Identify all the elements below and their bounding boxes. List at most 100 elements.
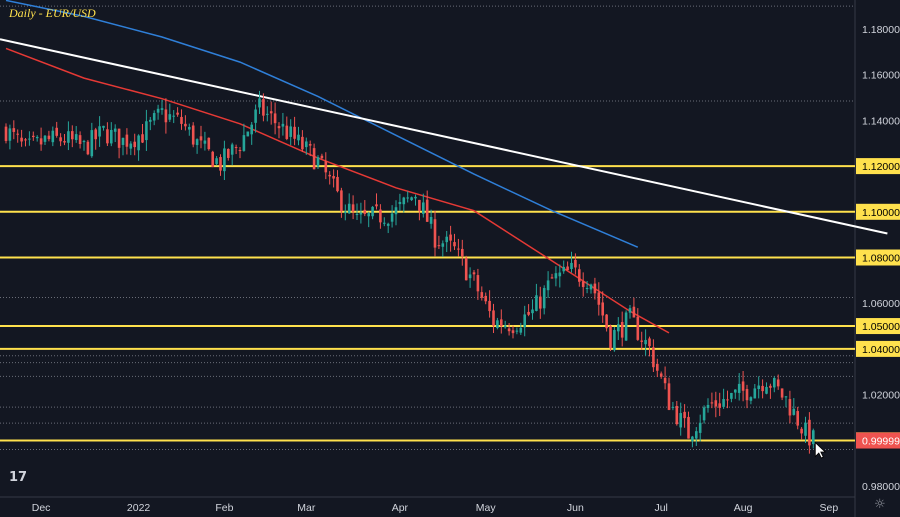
candle: [98, 116, 101, 147]
price-level-badge: [856, 203, 900, 220]
candle: [347, 193, 351, 214]
candle: [121, 137, 125, 156]
tradingview-logo-icon[interactable]: 17: [9, 470, 28, 485]
candle-body: [215, 158, 218, 164]
candle-body: [180, 116, 183, 124]
candle-body: [527, 311, 530, 315]
time-axis-label: Aug: [734, 502, 753, 514]
candle: [628, 304, 632, 319]
candle: [219, 154, 222, 176]
candle-body: [398, 201, 402, 205]
candle: [172, 110, 175, 124]
candle-body: [784, 396, 788, 398]
candle-body: [449, 234, 452, 241]
candle-body: [24, 139, 27, 141]
candle-body: [269, 111, 273, 114]
candle: [597, 282, 601, 316]
candle: [414, 194, 417, 206]
candle-body: [293, 126, 296, 139]
candle-body: [8, 128, 12, 141]
candle-body: [106, 129, 109, 144]
candle: [94, 127, 97, 150]
candle: [32, 131, 35, 141]
candle: [386, 222, 390, 234]
candle: [398, 193, 402, 211]
candle: [531, 299, 534, 320]
candle-body: [472, 272, 476, 275]
candle-body: [199, 136, 203, 141]
candle: [406, 191, 409, 203]
candle-body: [496, 320, 499, 328]
candle: [110, 122, 113, 147]
price-axis-label: 1.16000: [862, 70, 900, 82]
candle-body: [305, 141, 308, 148]
candle-body: [644, 339, 647, 345]
candle: [449, 225, 452, 252]
candle-body: [570, 262, 573, 270]
candle-body: [593, 283, 597, 294]
candle: [113, 124, 117, 143]
candle: [297, 126, 300, 146]
candle: [145, 109, 148, 151]
candle: [601, 291, 604, 323]
candle: [308, 140, 312, 157]
candle-body: [488, 300, 491, 312]
candle-body: [503, 325, 507, 328]
trendline: [0, 38, 888, 235]
candle: [429, 209, 433, 229]
last-price-badge: [856, 432, 900, 449]
candle-body: [418, 199, 421, 211]
candle-body: [16, 133, 19, 135]
candle-body: [632, 306, 636, 318]
candle-body: [609, 325, 612, 349]
candle-body: [172, 115, 175, 117]
candle-body: [250, 124, 253, 135]
candle-body: [640, 340, 643, 342]
candle-body: [71, 131, 74, 140]
candle: [137, 134, 140, 161]
candle-body: [277, 126, 281, 129]
candle: [737, 373, 741, 401]
price-axis-label: 1.05000: [862, 321, 900, 333]
candle: [141, 124, 144, 143]
candle-body: [698, 422, 702, 433]
candle: [542, 285, 546, 315]
candle-body: [82, 141, 86, 143]
candle-body: [539, 296, 542, 309]
candle: [613, 326, 616, 352]
candle: [262, 93, 265, 122]
candle-body: [246, 131, 250, 137]
candle: [457, 238, 460, 257]
time-axis-label: Jun: [567, 502, 584, 514]
candle: [12, 120, 16, 140]
candle: [519, 322, 523, 335]
candle-body: [347, 203, 351, 214]
gear-icon[interactable]: ☼: [874, 497, 886, 512]
candle-body: [20, 137, 23, 142]
candle-body: [324, 161, 328, 173]
time-axis-label: Sep: [820, 502, 839, 514]
candle-body: [129, 143, 133, 149]
candle-body: [601, 302, 604, 316]
candle-body: [589, 284, 593, 290]
price-axis-label: 1.06000: [862, 298, 900, 310]
candle-body: [414, 196, 417, 199]
candle: [375, 193, 378, 210]
candle: [652, 339, 655, 373]
candle-body: [152, 113, 156, 121]
candle-body: [597, 292, 601, 305]
candle-body: [687, 416, 690, 439]
candle: [554, 266, 558, 287]
candle-body: [480, 292, 484, 298]
candle-body: [722, 398, 725, 407]
candle: [683, 404, 686, 428]
candle: [578, 264, 581, 287]
candle: [663, 366, 667, 390]
candle: [223, 140, 226, 180]
candle: [4, 123, 8, 144]
candle: [215, 156, 218, 166]
candle-body: [406, 197, 409, 199]
candle-body: [156, 108, 160, 113]
time-axis-label: 2022: [127, 502, 151, 514]
